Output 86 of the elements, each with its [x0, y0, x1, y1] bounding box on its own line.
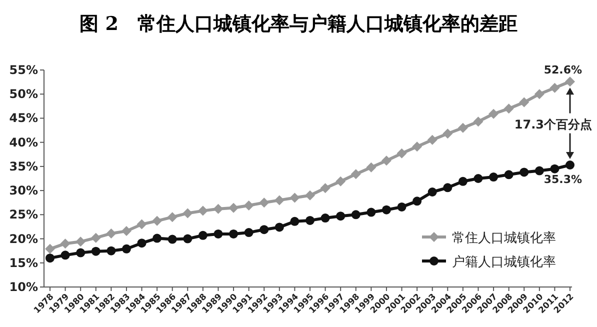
point — [550, 82, 560, 93]
point — [152, 216, 162, 226]
y-tick-label: 35% — [9, 159, 38, 174]
point — [474, 174, 483, 183]
point — [305, 190, 315, 200]
y-tick-label: 45% — [9, 111, 38, 126]
point — [76, 248, 86, 258]
point — [90, 232, 101, 243]
point — [137, 238, 146, 248]
point — [381, 156, 392, 166]
point — [198, 206, 208, 216]
point — [168, 234, 177, 244]
point — [427, 134, 438, 145]
point — [45, 244, 55, 254]
annotation: 35.3% — [544, 173, 582, 186]
y-tick-label: 40% — [9, 135, 38, 150]
point — [106, 246, 116, 256]
y-tick-label: 30% — [9, 184, 38, 198]
point — [106, 228, 116, 238]
point — [350, 169, 361, 180]
point — [60, 250, 70, 260]
point — [565, 76, 575, 87]
point — [121, 226, 132, 236]
point — [259, 198, 270, 208]
point — [76, 236, 86, 247]
point — [198, 230, 208, 240]
point — [274, 195, 284, 206]
y-tick-label: 10% — [9, 280, 38, 294]
point — [60, 238, 70, 249]
y-tick-label: 25% — [9, 208, 38, 222]
point — [320, 214, 330, 223]
point — [488, 108, 499, 119]
point — [290, 216, 300, 226]
point — [274, 222, 284, 232]
point — [244, 228, 254, 238]
point — [458, 122, 468, 133]
point — [136, 219, 147, 230]
point — [534, 166, 544, 176]
point — [366, 208, 376, 217]
point — [213, 204, 224, 214]
y-tick-label: 50% — [9, 87, 38, 102]
point — [489, 172, 498, 182]
point — [443, 183, 452, 192]
point — [473, 116, 484, 127]
point — [566, 160, 574, 170]
point — [458, 176, 468, 186]
point — [260, 225, 269, 234]
point — [412, 142, 422, 152]
point — [550, 164, 560, 174]
point — [351, 210, 360, 220]
point — [520, 168, 529, 177]
legend-label: 户籍人口城镇化率 — [452, 254, 556, 270]
point — [396, 148, 407, 158]
point — [228, 202, 239, 213]
point — [412, 196, 422, 206]
point — [46, 254, 54, 263]
point — [519, 97, 530, 108]
point — [244, 200, 254, 211]
point — [366, 162, 376, 172]
y-tick-label: 15% — [9, 256, 38, 270]
point — [290, 192, 300, 203]
point — [504, 104, 514, 114]
legend-label: 常住人口城镇化率 — [452, 230, 556, 246]
y-tick-label: 20% — [9, 232, 38, 246]
point — [182, 208, 193, 218]
point — [122, 244, 131, 254]
point — [442, 128, 453, 139]
point — [397, 202, 406, 212]
point — [382, 205, 391, 214]
point — [229, 229, 238, 238]
point — [214, 229, 223, 238]
point — [336, 176, 346, 186]
point — [336, 212, 346, 221]
point — [306, 216, 314, 225]
point — [152, 234, 162, 243]
annotation: 52.6% — [544, 64, 582, 77]
annotation: 17.3个百分点 — [514, 117, 592, 132]
point — [167, 212, 178, 222]
point — [504, 170, 514, 180]
point — [91, 246, 100, 256]
point — [183, 234, 192, 244]
y-tick-label: 55% — [9, 63, 38, 77]
chart-title: 图 2 常住人口城镇化率与户籍人口城镇化率的差距 — [80, 13, 518, 35]
point — [320, 183, 330, 194]
point — [534, 89, 544, 100]
point — [428, 188, 437, 196]
